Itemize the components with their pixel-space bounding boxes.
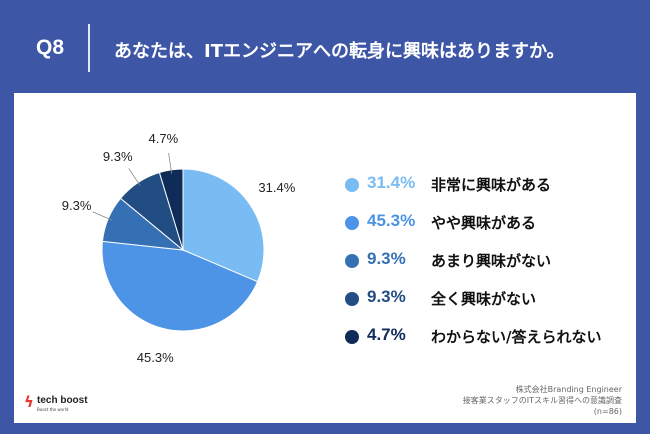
pie-label-4: 9.3% <box>102 148 133 164</box>
legend-label: 全く興味がない <box>431 290 537 308</box>
pie-chart <box>92 153 265 332</box>
logo-name: tech boost <box>37 395 88 406</box>
source-note: 株式会社Branding Engineer 接客業スタッフのITスキル習得への意… <box>463 384 622 417</box>
source-company: 株式会社Branding Engineer <box>515 385 622 394</box>
legend-dot-icon <box>345 330 359 344</box>
pie-label-3: 9.3% <box>61 198 92 214</box>
chart-card: 31.4% 45.3% 9.3% 9.3% 4.7% 31.4% 非常に興味がある 45.3… <box>14 93 636 423</box>
header-divider <box>88 24 90 72</box>
leader-line-5 <box>168 153 173 174</box>
legend-label: あまり興味がない <box>431 252 552 270</box>
pie-label-5: 4.7% <box>148 131 179 147</box>
legend-percent: 31.4% <box>367 173 416 192</box>
pie-label-1: 31.4% <box>258 180 296 196</box>
legend-percent: 9.3% <box>367 287 406 306</box>
source-survey: 接客業スタッフのITスキル習得への意識調査 <box>462 396 622 405</box>
legend-percent: 45.3% <box>367 211 416 230</box>
source-sample-size: (n=86) <box>593 407 622 416</box>
legend-label: やや興味がある <box>431 214 537 232</box>
logo-tagline: Boost the world <box>37 407 69 412</box>
leader-line-4 <box>128 168 141 187</box>
legend-label: わからない/答えられない <box>431 328 602 346</box>
lightning-icon: ϟ <box>24 393 34 411</box>
pie-slice-2 <box>101 240 259 332</box>
legend-label: 非常に興味がある <box>431 176 552 194</box>
leader-line-3 <box>92 211 113 221</box>
pie-slice-1 <box>182 168 265 283</box>
legend-dot-icon <box>345 178 359 192</box>
question-title: あなたは、ITエンジニアへの転身に興味はありますか。 <box>114 41 565 62</box>
question-number: Q8 <box>36 36 65 59</box>
legend-percent: 4.7% <box>367 325 406 344</box>
legend-dot-icon <box>345 254 359 268</box>
pie-label-2: 45.3% <box>136 350 174 366</box>
legend-dot-icon <box>345 216 359 230</box>
legend-percent: 9.3% <box>367 249 406 268</box>
legend-dot-icon <box>345 292 359 306</box>
header: Q8 あなたは、ITエンジニアへの転身に興味はありますか。 <box>0 0 650 88</box>
